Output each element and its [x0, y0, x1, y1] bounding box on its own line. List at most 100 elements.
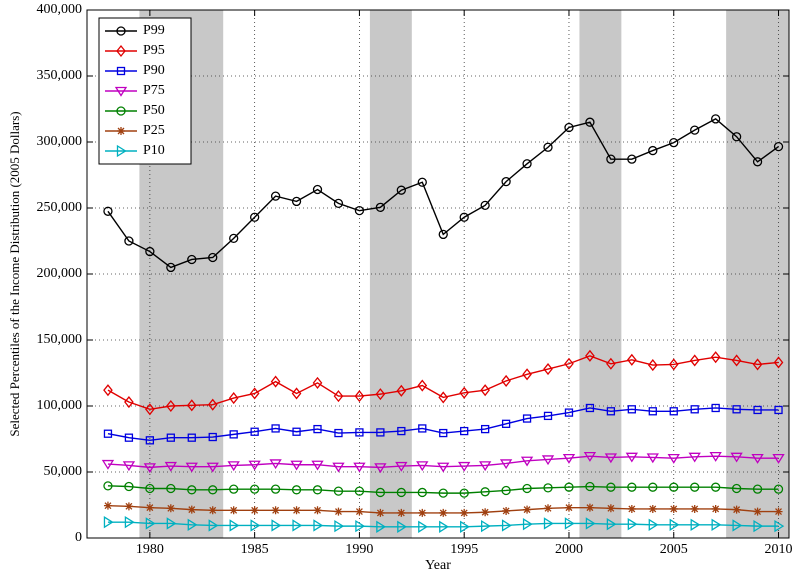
marker [648, 518, 659, 531]
marker [227, 461, 240, 472]
marker [480, 384, 490, 397]
marker [208, 252, 218, 263]
marker [627, 405, 636, 414]
marker [585, 349, 595, 362]
marker [354, 486, 365, 496]
marker [562, 453, 576, 464]
marker [355, 519, 366, 533]
x-axis-label: Year [425, 558, 451, 573]
legend-label: P25 [143, 123, 165, 138]
marker [627, 504, 636, 513]
marker [773, 356, 784, 369]
marker [101, 459, 115, 470]
marker [648, 504, 657, 513]
marker [752, 358, 763, 371]
legend-label: P75 [143, 83, 165, 98]
marker [481, 508, 490, 517]
marker [124, 433, 134, 442]
marker [355, 507, 364, 516]
marker [375, 202, 386, 212]
marker [333, 486, 344, 496]
marker [270, 191, 281, 201]
marker [773, 141, 784, 152]
y-tick-label: 350,000 [37, 68, 83, 83]
marker [270, 484, 281, 494]
series-line [107, 355, 779, 411]
marker [711, 482, 721, 492]
marker [311, 460, 324, 471]
y-tick-label: 150,000 [37, 332, 83, 347]
marker [711, 403, 720, 413]
marker [437, 462, 450, 473]
marker [585, 481, 595, 492]
marker [332, 462, 345, 473]
marker [417, 379, 428, 392]
marker [166, 433, 175, 442]
marker [501, 374, 511, 387]
marker [627, 154, 637, 164]
marker [752, 484, 763, 494]
x-tick-label: 2000 [555, 542, 583, 557]
marker [418, 508, 427, 517]
marker [774, 405, 783, 415]
marker [396, 487, 406, 498]
marker [206, 462, 219, 473]
marker [439, 520, 449, 533]
marker [523, 505, 532, 514]
marker [627, 517, 638, 531]
marker [187, 518, 198, 531]
marker [313, 519, 324, 532]
marker [145, 403, 155, 416]
marker [669, 482, 679, 492]
marker [438, 229, 448, 240]
marker [501, 419, 511, 428]
marker [564, 517, 575, 530]
marker [145, 246, 155, 257]
marker [690, 125, 700, 135]
marker [478, 461, 492, 472]
marker [711, 518, 722, 531]
marker [103, 515, 114, 529]
marker [122, 461, 136, 472]
series-line [107, 118, 779, 269]
marker [290, 460, 303, 471]
marker [103, 501, 112, 510]
x-tick-label: 1990 [345, 542, 373, 557]
marker [376, 508, 385, 517]
marker [333, 198, 344, 209]
marker [774, 519, 785, 533]
marker [418, 520, 429, 533]
marker [353, 462, 366, 473]
legend-label: P10 [143, 143, 165, 158]
y-tick-label: 250,000 [37, 200, 83, 215]
marker [480, 424, 490, 434]
marker [606, 482, 616, 492]
marker [669, 504, 678, 513]
shaded-period [579, 10, 622, 538]
marker [606, 154, 616, 164]
marker [124, 481, 134, 492]
marker [731, 354, 742, 367]
marker [501, 485, 511, 496]
marker [397, 520, 408, 533]
marker [355, 428, 364, 437]
marker [271, 424, 280, 433]
marker [522, 414, 532, 423]
marker [564, 408, 574, 417]
marker [564, 503, 573, 512]
marker [208, 506, 217, 515]
marker [185, 462, 198, 473]
marker [647, 359, 658, 372]
marker [249, 212, 260, 222]
marker [143, 463, 157, 474]
marker [124, 395, 134, 409]
marker [690, 482, 700, 492]
marker [730, 452, 743, 463]
y-tick-label: 200,000 [37, 266, 83, 281]
legend-marker [116, 144, 127, 158]
marker [688, 452, 701, 463]
marker [480, 200, 490, 211]
marker [166, 504, 175, 513]
marker [753, 519, 764, 533]
marker [690, 405, 699, 414]
